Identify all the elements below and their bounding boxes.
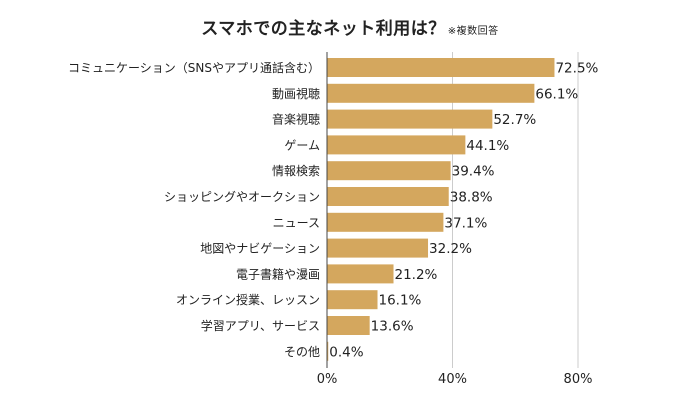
category-label: 学習アプリ、サービス: [201, 318, 320, 333]
bar: [327, 316, 370, 335]
chart-title: スマホでの主なネット利用は？ ※複数回答: [0, 14, 700, 39]
bar: [327, 341, 329, 361]
bar: [327, 264, 394, 284]
x-tick-label: 80%: [564, 372, 593, 387]
data-label: 13.6%: [371, 319, 414, 335]
category-label: ショッピングやオークション: [164, 190, 320, 204]
data-label: 52.7%: [493, 112, 536, 128]
bar: [327, 187, 449, 206]
data-label: 66.1%: [535, 86, 578, 102]
category-label: オンライン授業、レッスン: [176, 292, 320, 307]
chart-title-note: ※複数回答: [447, 26, 499, 37]
category-label: コミュニケーション（SNSやアプリ通話含む）: [68, 60, 320, 75]
data-label: 32.2%: [429, 241, 472, 257]
category-label: 地図やナビゲーション: [200, 242, 320, 256]
bar: [327, 135, 466, 155]
data-label: 16.1%: [379, 293, 422, 309]
data-label: 37.1%: [444, 215, 487, 231]
category-label: 電子書籍や漫画: [236, 266, 320, 281]
data-label: 38.8%: [450, 190, 493, 206]
data-label: 72.5%: [555, 61, 598, 77]
bar: [327, 290, 378, 310]
data-label: 0.4%: [329, 344, 363, 360]
category-label: 情報検索: [272, 164, 320, 178]
bar: [327, 212, 444, 232]
bar: [327, 161, 451, 181]
bar: [327, 109, 493, 129]
data-label: 21.2%: [395, 267, 438, 283]
bar: [327, 238, 429, 258]
data-label: 39.4%: [452, 164, 495, 180]
category-label: その他: [284, 345, 320, 359]
x-tick-label: 0%: [317, 372, 338, 387]
data-label: 44.1%: [466, 138, 509, 154]
category-label: ニュース: [273, 216, 320, 230]
chart-title-text: スマホでの主なネット利用は？: [201, 19, 446, 39]
x-tick-label: 40%: [438, 372, 467, 387]
bar: [327, 58, 555, 77]
category-label: ゲーム: [284, 138, 320, 152]
category-label: 動画視聴: [272, 86, 320, 101]
bar: [327, 83, 535, 103]
category-label: 音楽視聴: [272, 112, 320, 127]
